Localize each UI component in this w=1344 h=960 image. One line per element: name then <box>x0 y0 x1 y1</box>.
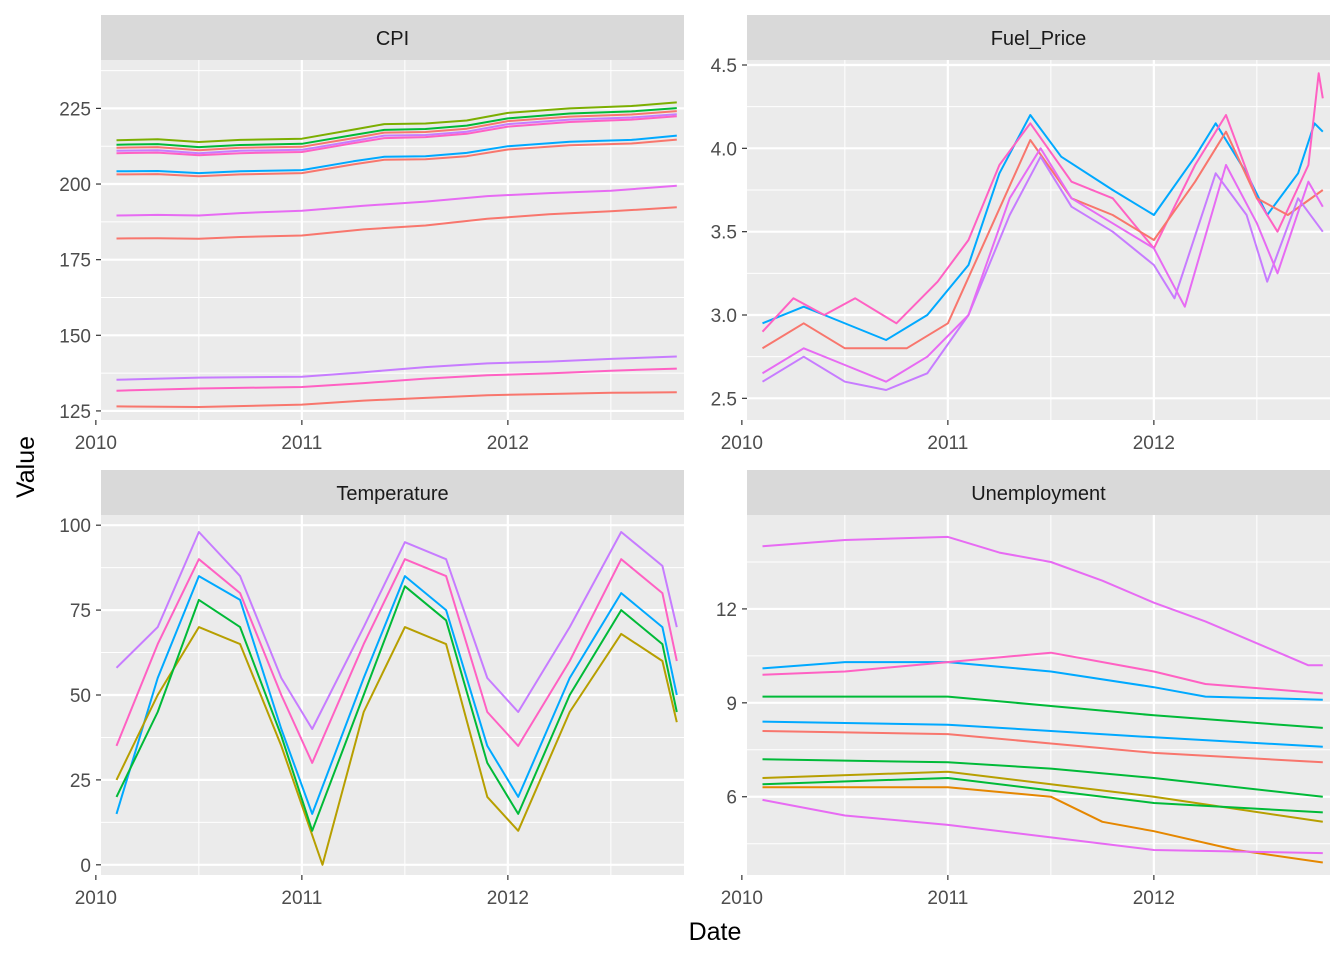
panel-cpi: CPI 125 150 175 200 225 2010 2011 2012 <box>59 15 684 454</box>
series-line <box>761 72 1324 333</box>
x-tick-label: 2011 <box>281 888 322 909</box>
series-line <box>115 585 678 832</box>
y-tick-label: 2.5 <box>711 389 737 410</box>
y-tick-label: 150 <box>59 326 91 347</box>
panel-background <box>101 60 684 420</box>
series-line <box>116 138 677 178</box>
facet-strip-label: Fuel_Price <box>991 28 1087 50</box>
series-line <box>762 535 1323 667</box>
x-tick-label: 2011 <box>927 433 968 454</box>
panel-temperature: Temperature 0 25 50 75 100 2010 2011 2012 <box>59 470 684 909</box>
y-tick-label: 12 <box>716 600 737 621</box>
panel-background <box>747 60 1330 420</box>
y-tick-label: 75 <box>70 601 91 622</box>
x-tick-label: 2011 <box>281 433 322 454</box>
y-tick-label: 9 <box>726 694 737 715</box>
x-tick-label: 2010 <box>75 888 117 909</box>
series-line <box>116 113 677 155</box>
facet-strip-label: Temperature <box>336 483 448 505</box>
x-tick-label: 2012 <box>1133 888 1175 909</box>
series-line <box>762 777 1323 814</box>
y-tick-label: 4.0 <box>711 139 737 160</box>
series-line <box>116 110 677 152</box>
y-tick-label: 3.5 <box>711 223 737 244</box>
panel-background <box>747 515 1330 875</box>
y-tick-label: 25 <box>70 771 91 792</box>
x-tick-label: 2012 <box>487 433 529 454</box>
series-line <box>116 206 677 240</box>
x-axis-title: Date <box>689 918 742 946</box>
panel-unemployment: Unemployment 6 9 12 2010 2011 2012 <box>716 470 1330 909</box>
series-line <box>116 115 677 157</box>
y-tick-label: 6 <box>726 788 737 809</box>
facet-strip <box>747 470 1330 515</box>
y-tick-label: 3.0 <box>711 306 737 327</box>
series-line <box>762 651 1323 695</box>
x-tick-label: 2010 <box>721 888 763 909</box>
x-tick-label: 2012 <box>1133 433 1175 454</box>
series-line <box>762 770 1323 823</box>
series-line <box>115 531 678 730</box>
y-tick-label: 125 <box>59 402 91 423</box>
series-line <box>761 147 1324 383</box>
y-tick-label: 100 <box>59 516 91 537</box>
series-line <box>115 575 678 815</box>
x-tick-label: 2010 <box>721 433 763 454</box>
series-line <box>762 758 1323 798</box>
x-tick-label: 2010 <box>75 433 117 454</box>
y-axis-title: Value <box>12 436 40 498</box>
x-tick-label: 2011 <box>927 888 968 909</box>
series-line <box>116 355 677 381</box>
series-line <box>116 184 677 217</box>
series-line <box>762 730 1323 764</box>
series-line <box>115 626 678 866</box>
series-line <box>762 786 1323 864</box>
series-line <box>762 695 1323 729</box>
y-tick-label: 175 <box>59 251 91 272</box>
series-line <box>762 114 1324 341</box>
x-tick-label: 2012 <box>487 888 529 909</box>
y-tick-label: 200 <box>59 175 91 196</box>
y-tick-label: 225 <box>59 99 91 120</box>
series-line <box>761 155 1324 391</box>
facet-strip <box>747 15 1330 60</box>
y-tick-label: 50 <box>70 686 91 707</box>
series-line <box>116 367 677 392</box>
series-line <box>116 391 677 408</box>
facet-strip <box>101 470 684 515</box>
facet-strip <box>101 15 684 60</box>
series-line <box>762 720 1323 748</box>
y-tick-label: 0 <box>80 856 91 877</box>
series-line <box>115 558 678 764</box>
series-line <box>762 798 1323 855</box>
series-line <box>116 134 677 175</box>
facet-strip-label: Unemployment <box>971 483 1106 505</box>
series-line <box>116 107 677 149</box>
panel-fuel-price: Fuel_Price 2.5 3.0 3.5 4.0 4.5 2010 2011 2012 <box>711 15 1330 454</box>
series-line <box>762 661 1323 701</box>
y-tick-label: 4.5 <box>711 56 737 77</box>
series-line <box>116 101 677 143</box>
facet-strip-label: CPI <box>376 28 409 50</box>
